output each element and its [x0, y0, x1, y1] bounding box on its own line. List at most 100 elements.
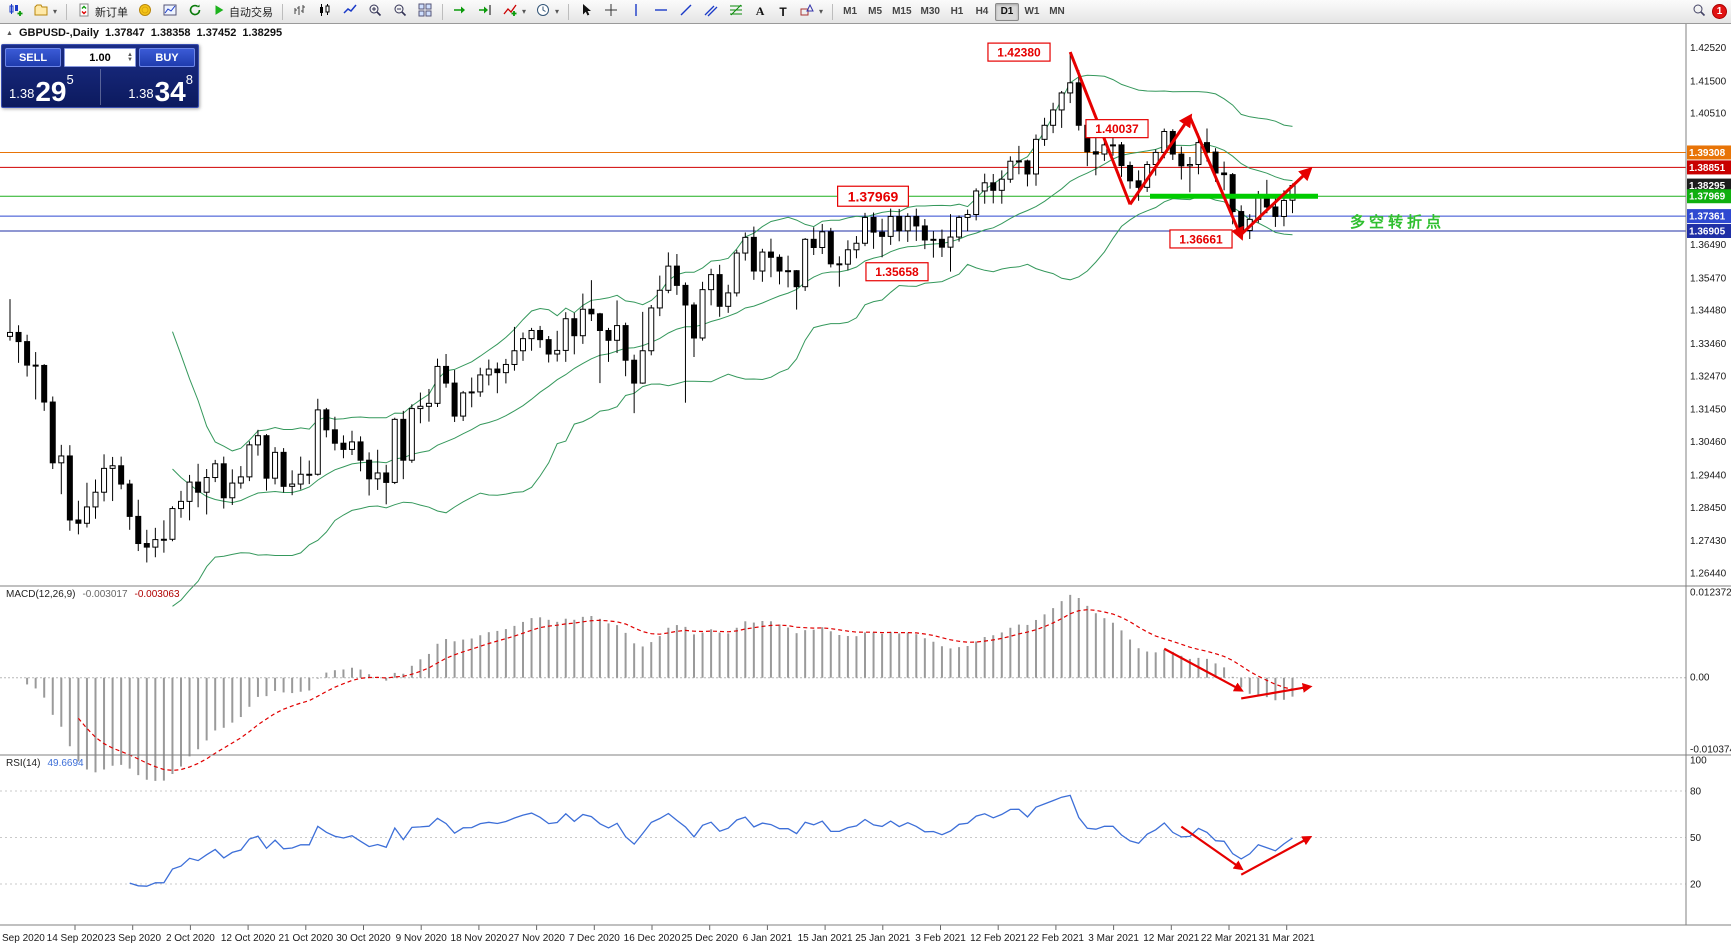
timeframe-MN[interactable]: MN [1049, 6, 1065, 17]
toolbar: ▾ 新订单 自动交易 ▾ [0, 0, 1731, 24]
timeframe-M15[interactable]: M15 [892, 6, 912, 17]
clock-icon [535, 2, 551, 21]
price-annotations[interactable]: 1.42380 1.40037 1.37969 1.35658 1.36661 [837, 42, 1233, 282]
timeframe-M1[interactable]: M1 [843, 6, 858, 17]
buy-price[interactable]: 1.38 34 8 [103, 69, 196, 107]
buy-button[interactable]: BUY [139, 48, 195, 67]
annotation-box [987, 42, 1051, 62]
chart-shift-button[interactable] [473, 2, 497, 22]
candlestick-type-button[interactable] [313, 2, 337, 22]
line-chart-type-button[interactable] [338, 2, 362, 22]
trendline-button[interactable] [674, 2, 698, 22]
macd-arrows[interactable] [1163, 647, 1313, 700]
search-button[interactable] [1687, 2, 1711, 22]
autoscroll-button[interactable] [448, 2, 472, 22]
new-order-button[interactable]: 新订单 [72, 2, 132, 22]
refresh-icon [187, 2, 203, 21]
zoom-in-button[interactable] [363, 2, 387, 22]
timeframe-group: M1 M5 M15 M30 H1 H4 D1 W1 MN [838, 2, 1069, 21]
symbol-period-label: GBPUSD-,Daily [18, 27, 100, 39]
macd-histogram [26, 594, 1294, 781]
text-tool-button[interactable]: A [749, 2, 771, 22]
svg-text:1.36490: 1.36490 [1690, 240, 1727, 251]
shapes-dropdown[interactable]: ▾ [795, 2, 827, 22]
timeframe-H4[interactable]: H4 [975, 6, 989, 17]
channel-button[interactable] [699, 2, 723, 22]
scripts-button[interactable] [183, 2, 207, 22]
label-tool-button[interactable]: T [772, 2, 794, 22]
axis-price-badge [1687, 145, 1731, 160]
time-axis[interactable]: Sep 2020 14 Sep 2020 23 Sep 2020 2 Oct 2020… [2, 925, 1315, 944]
autotrade-button[interactable]: 自动交易 [208, 2, 277, 22]
svg-text:1.35658: 1.35658 [875, 265, 919, 279]
line-chart-icon [342, 2, 358, 21]
ohlc-low: 1.37452 [196, 27, 237, 39]
toolbar-separator [282, 3, 284, 20]
toolbar-separator [568, 3, 570, 20]
zoom-out-button[interactable] [388, 2, 412, 22]
macd-axis: 0.012372 0.00 -0.010374 [1690, 587, 1731, 755]
fibonacci-button[interactable] [724, 2, 748, 22]
horizontal-line-button[interactable] [649, 2, 673, 22]
periods-dropdown[interactable]: ▾ [531, 2, 563, 22]
history-chart-button[interactable] [158, 2, 182, 22]
svg-text:3 Mar 2021: 3 Mar 2021 [1088, 933, 1139, 944]
symbol-collapse-icon[interactable]: ▲ [6, 29, 13, 37]
price-divider [99, 69, 101, 105]
cursor-button[interactable] [574, 2, 598, 22]
indicators-button[interactable]: ▾ [498, 2, 530, 22]
vertical-line-button[interactable] [624, 2, 648, 22]
volume-spinner-icon[interactable]: ▲ ▼ [127, 51, 133, 63]
macd-main-value: -0.003017 [82, 589, 128, 600]
profiles-button[interactable]: ▾ [29, 2, 61, 22]
axis-price-badge [1687, 223, 1731, 238]
svg-text:1.42520: 1.42520 [1690, 43, 1727, 54]
axis-price-badge [1687, 209, 1731, 224]
rsi-arrows[interactable] [1180, 825, 1313, 876]
tile-windows-button[interactable] [413, 2, 437, 22]
chevron-down-icon: ▾ [522, 7, 527, 16]
cursor-icon [578, 2, 594, 21]
annotation-box [865, 262, 929, 282]
rsi-line [129, 794, 1293, 887]
chart-header: ▲ GBPUSD-,Daily 1.37847 1.38358 1.37452 … [6, 27, 282, 39]
svg-text:1.37969: 1.37969 [848, 188, 899, 204]
sell-button[interactable]: SELL [5, 48, 61, 67]
candlestick-series [7, 52, 1296, 563]
rsi-name: RSI(14) [6, 758, 41, 769]
chart-shift-icon [477, 2, 493, 21]
buy-price-pips: 34 [154, 76, 186, 107]
vertical-line-icon [628, 2, 644, 21]
timeframe-M30[interactable]: M30 [920, 6, 940, 17]
turning-point-note[interactable]: 多空转折点 [1350, 213, 1445, 231]
rsi-label: RSI(14) 49.6694 [6, 758, 84, 769]
svg-text:21 Oct 2020: 21 Oct 2020 [279, 933, 334, 944]
notifications-badge[interactable]: 1 [1712, 4, 1727, 19]
volume-input[interactable]: 1.00 ▲ ▼ [64, 48, 136, 67]
svg-text:27 Nov 2020: 27 Nov 2020 [508, 933, 565, 944]
svg-text:1.36661: 1.36661 [1179, 232, 1223, 246]
autotrade-label: 自动交易 [229, 6, 274, 19]
crosshair-button[interactable] [599, 2, 623, 22]
bar-chart-type-button[interactable] [288, 2, 312, 22]
timeframe-H1[interactable]: H1 [950, 6, 964, 17]
sell-price[interactable]: 1.38 29 5 [5, 69, 98, 106]
bar-chart-icon [292, 2, 308, 21]
svg-text:-0.010374: -0.010374 [1690, 744, 1731, 755]
svg-text:100: 100 [1690, 755, 1707, 766]
svg-text:1.37969: 1.37969 [1689, 192, 1726, 203]
macd-label: MACD(12,26,9) -0.003017 -0.003063 [6, 589, 180, 600]
timeframe-D1[interactable]: D1 [994, 2, 1019, 21]
toolbar-separator [66, 3, 68, 20]
svg-text:3 Feb 2021: 3 Feb 2021 [915, 933, 966, 944]
gold-button[interactable] [133, 2, 157, 22]
pane-separators[interactable] [0, 24, 1731, 926]
timeframe-W1[interactable]: W1 [1024, 6, 1040, 17]
svg-text:12 Oct 2020: 12 Oct 2020 [221, 933, 276, 944]
annotation-box [1085, 119, 1149, 139]
bollinger-bands [172, 74, 1293, 607]
new-chart-button[interactable] [4, 2, 28, 22]
timeframe-M5[interactable]: M5 [868, 6, 883, 17]
ohlc-open: 1.37847 [105, 27, 145, 39]
